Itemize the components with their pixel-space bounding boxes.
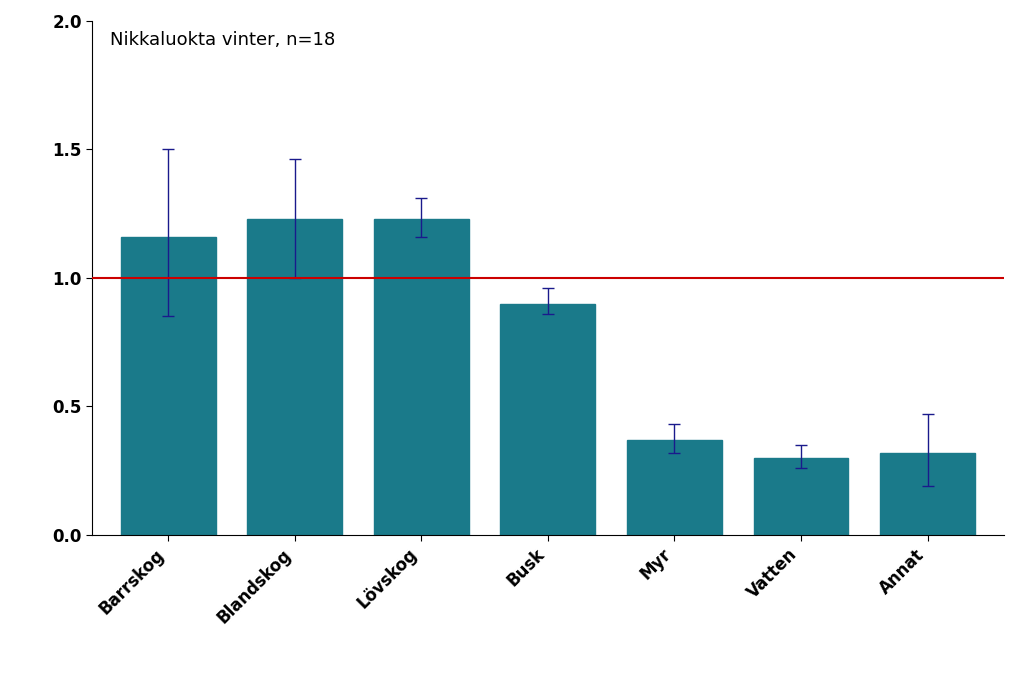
Text: Nikkaluokta vinter, n=18: Nikkaluokta vinter, n=18 [111,31,336,49]
Bar [247,219,342,535]
Bar [627,440,722,535]
Bar [501,303,595,535]
Bar [754,458,849,535]
Bar [880,453,975,535]
Bar [121,237,216,535]
Bar [374,219,469,535]
